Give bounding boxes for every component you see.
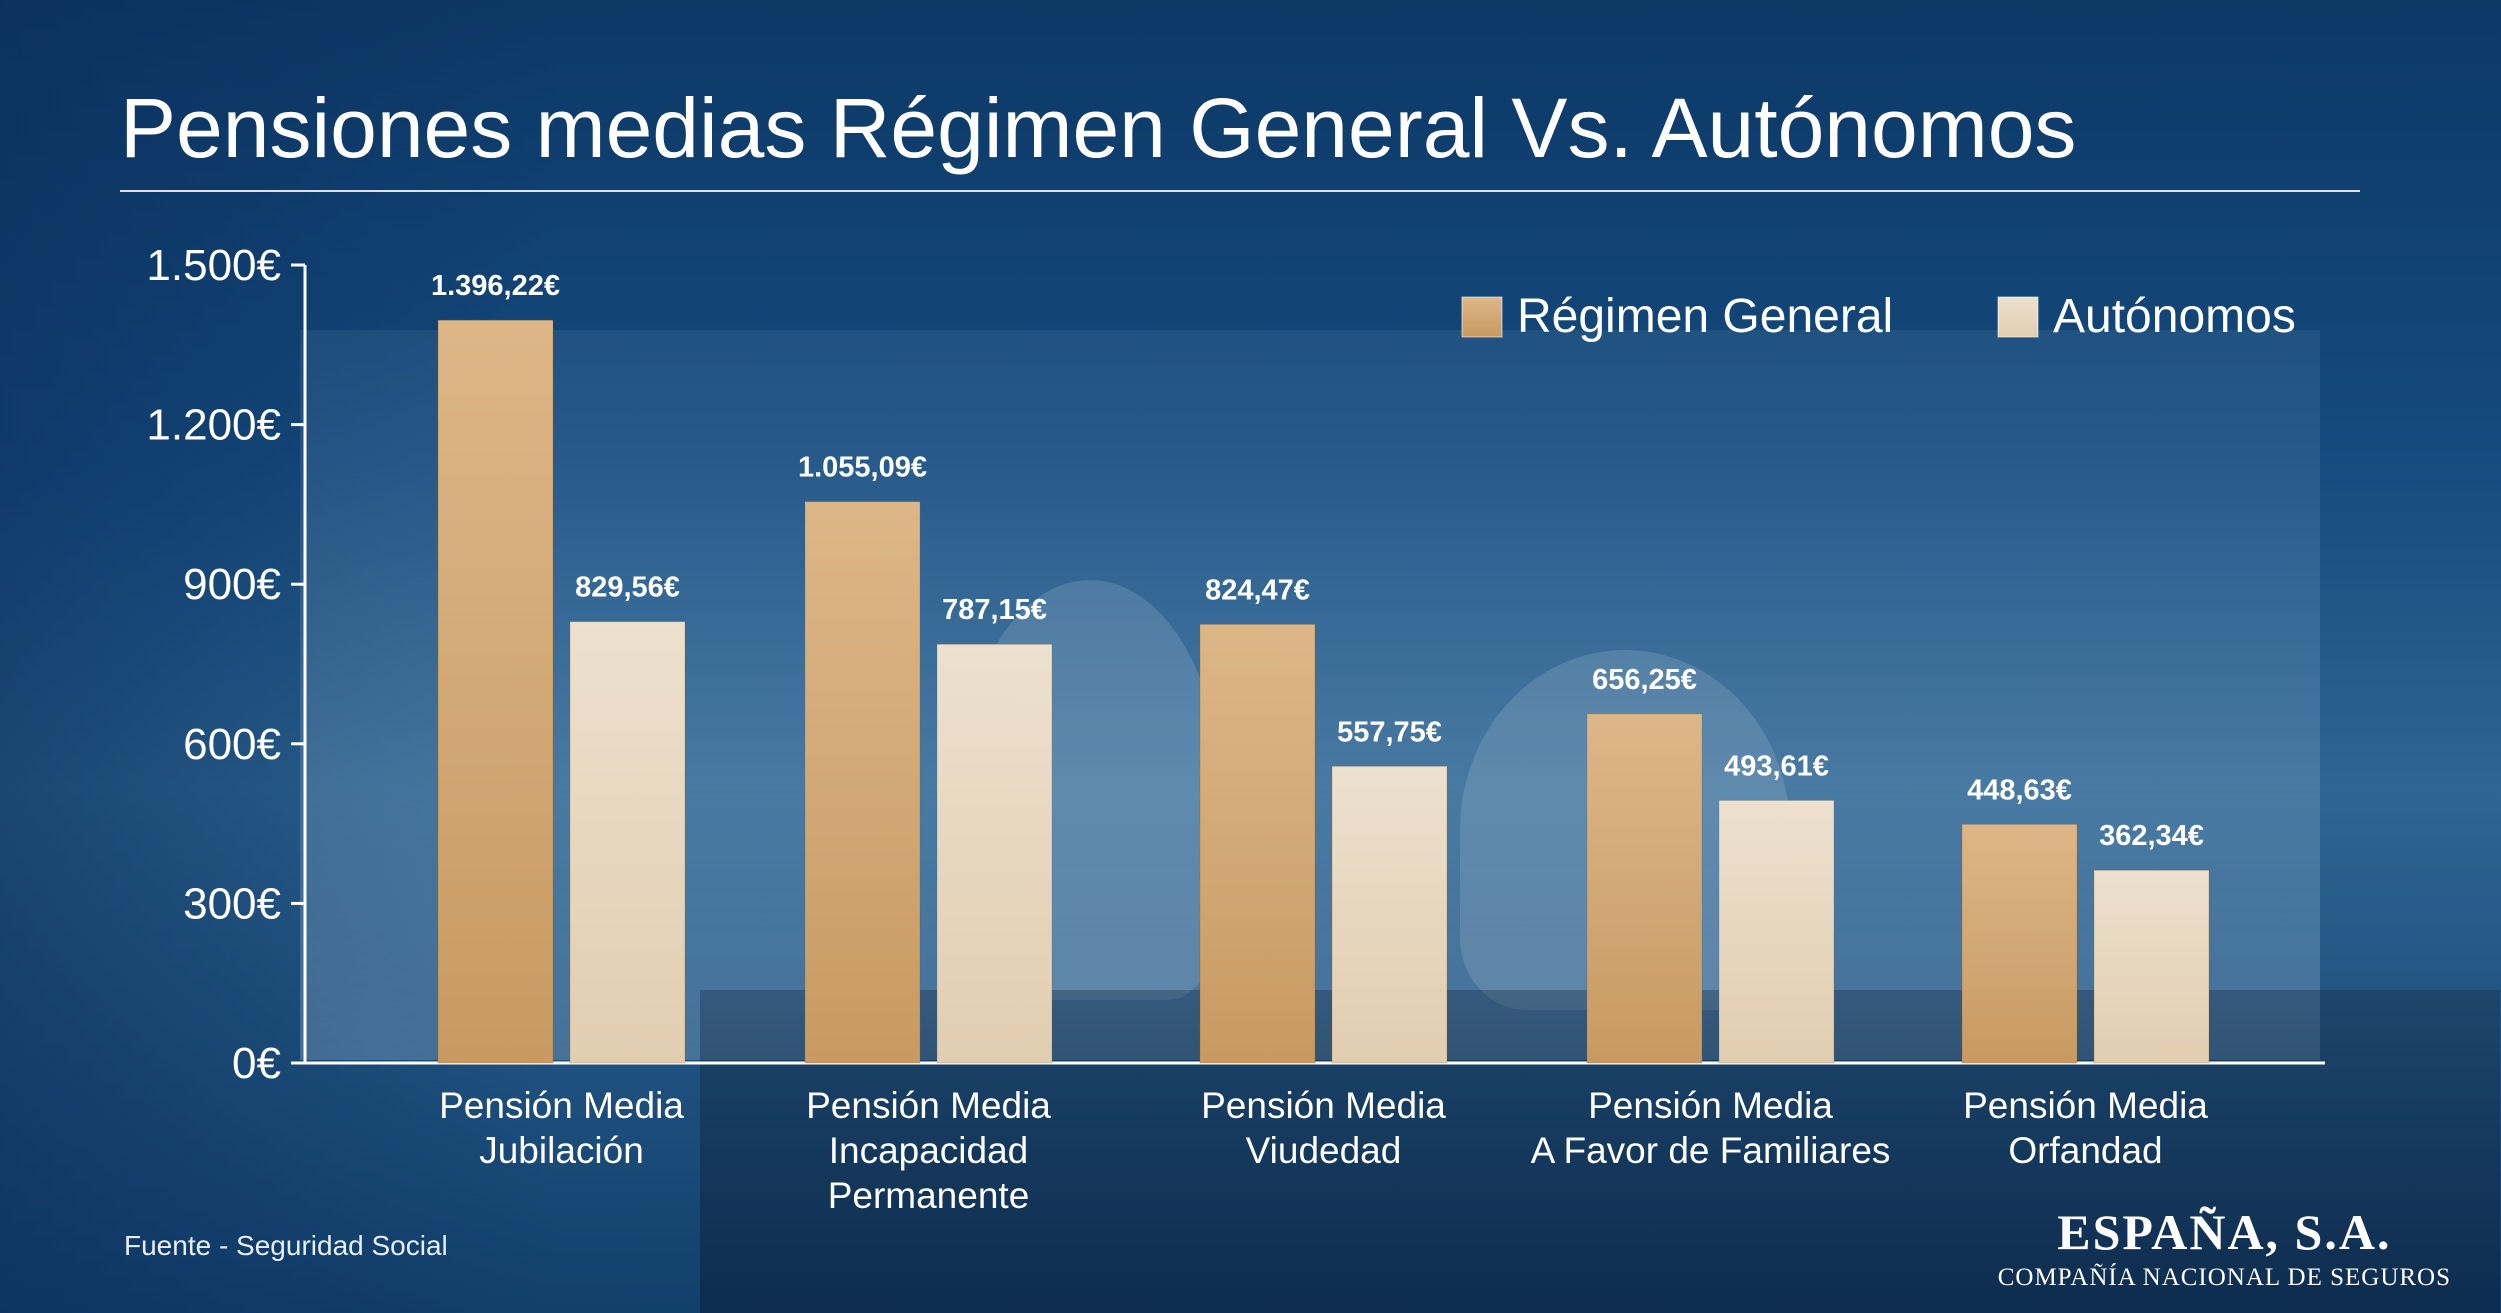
data-label: 557,75€ xyxy=(1337,716,1442,748)
data-label: 362,34€ xyxy=(2099,820,2204,852)
data-label: 448,63€ xyxy=(1967,774,2072,806)
category-label: Viudedad xyxy=(1246,1130,1402,1171)
y-tick-label: 300€ xyxy=(183,879,281,928)
bar-regimen-general xyxy=(1586,713,1703,1064)
logo-tagline: COMPAÑÍA NACIONAL DE SEGUROS xyxy=(1997,1264,2451,1291)
category-label: A Favor de Familiares xyxy=(1531,1130,1891,1171)
legend-label: Régimen General xyxy=(1517,290,1893,343)
data-label: 787,15€ xyxy=(942,594,1047,626)
company-logo: ESPAÑA, S.A. COMPAÑÍA NACIONAL DE SEGURO… xyxy=(1998,1205,2451,1292)
bar-autonomos xyxy=(1718,799,1835,1064)
y-tick-label: 1.200€ xyxy=(146,401,281,450)
logo-name: ESPAÑA, S.A. xyxy=(2057,1204,2392,1260)
data-label: 824,47€ xyxy=(1205,574,1310,606)
y-tick-label: 900€ xyxy=(183,560,281,609)
bar-regimen-general xyxy=(437,319,554,1064)
title-divider xyxy=(120,190,2360,192)
bar-autonomos xyxy=(569,621,686,1064)
category-label: Pensión Media xyxy=(1963,1085,2208,1126)
bar-autonomos xyxy=(2093,869,2210,1064)
data-label: 1.055,09€ xyxy=(798,452,927,484)
bar-regimen-general xyxy=(1961,823,2078,1064)
chart-title: Pensiones medias Régimen General Vs. Aut… xyxy=(120,81,2077,175)
y-tick-label: 1.500€ xyxy=(146,241,281,290)
category-label: Incapacidad xyxy=(829,1130,1029,1171)
bar-regimen-general xyxy=(1199,623,1316,1064)
y-tick-label: 0€ xyxy=(232,1039,281,1088)
category-label: Pensión Media xyxy=(806,1085,1051,1126)
legend-swatch-autonomos xyxy=(1997,296,2039,338)
bar-regimen-general xyxy=(804,501,921,1064)
category-label: Pensión Media xyxy=(439,1085,684,1126)
y-tick-label: 600€ xyxy=(183,720,281,769)
data-label: 1.396,22€ xyxy=(431,270,560,302)
category-label: Pensión Media xyxy=(1201,1085,1446,1126)
bar-autonomos xyxy=(936,643,1053,1064)
data-label: 829,56€ xyxy=(575,572,680,604)
category-label: Permanente xyxy=(828,1175,1030,1216)
category-label: Pensión Media xyxy=(1588,1085,1833,1126)
data-label: 656,25€ xyxy=(1592,664,1697,696)
legend-swatch-regimen-general xyxy=(1461,296,1503,338)
legend-label: Autónomos xyxy=(2053,290,2296,343)
source-note: Fuente - Seguridad Social xyxy=(124,1230,448,1261)
category-label: Orfandad xyxy=(2008,1130,2162,1171)
category-label: Jubilación xyxy=(479,1130,644,1171)
bar-autonomos xyxy=(1331,765,1448,1064)
data-label: 493,61€ xyxy=(1724,750,1829,782)
